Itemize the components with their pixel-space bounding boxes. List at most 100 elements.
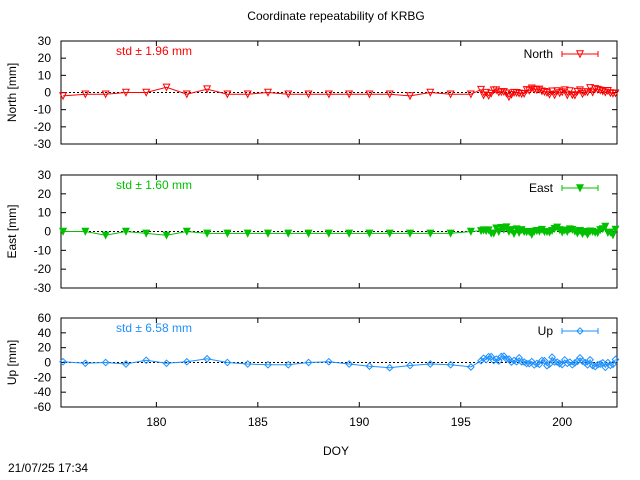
- data-point: [385, 363, 394, 372]
- data-point: [522, 86, 531, 95]
- data-point: [545, 360, 554, 369]
- data-point: [591, 362, 600, 371]
- data-point: [598, 87, 607, 96]
- std-annotation: std ± 6.58 mm: [116, 321, 192, 335]
- data-point: [59, 357, 67, 366]
- data-point: [101, 358, 110, 367]
- x-axis-label: DOY: [323, 444, 349, 458]
- data-point: [576, 327, 584, 335]
- series-markers: [59, 222, 620, 240]
- data-point: [365, 362, 374, 371]
- x-tick-label: 190: [349, 415, 369, 429]
- y-tick-label: 10: [38, 68, 52, 82]
- y-axis-label: East [mm]: [5, 204, 19, 258]
- data-point: [575, 50, 585, 59]
- data-point: [203, 354, 212, 363]
- data-point: [606, 361, 615, 370]
- data-point: [304, 90, 313, 99]
- data-point: [223, 229, 232, 238]
- data-point: [535, 85, 544, 94]
- timestamp: 21/07/25 17:34: [8, 461, 89, 475]
- data-point: [596, 360, 605, 368]
- panel-north: -30 -20 -10 0 10 20 30 North [mm] std ± 1.96 mm N…: [5, 34, 620, 151]
- data-point: [583, 360, 592, 369]
- data-point: [182, 357, 191, 366]
- data-point: [162, 359, 171, 368]
- x-tick-label: 195: [451, 415, 471, 429]
- data-point: [101, 90, 110, 99]
- data-point: [530, 85, 539, 94]
- data-point: [565, 87, 574, 96]
- data-point: [345, 90, 354, 99]
- legend-label: East: [529, 181, 554, 195]
- data-point: [575, 86, 584, 95]
- data-point: [543, 361, 551, 370]
- data-point: [548, 353, 556, 362]
- data-point: [304, 229, 313, 238]
- data-point: [596, 86, 605, 95]
- data-point: [507, 226, 516, 235]
- y-tick-label: 0: [44, 356, 51, 370]
- data-point: [611, 225, 620, 234]
- data-point: [540, 356, 549, 365]
- series-markers: [59, 83, 620, 102]
- y-tick-label: 30: [38, 168, 52, 182]
- data-point: [466, 90, 475, 99]
- data-point: [586, 355, 595, 364]
- data-point: [324, 357, 333, 366]
- data-point: [593, 85, 602, 94]
- data-point: [223, 358, 232, 367]
- data-point: [142, 356, 151, 365]
- y-tick-label: 0: [44, 225, 51, 239]
- data-point: [263, 229, 272, 238]
- data-point: [484, 352, 493, 361]
- data-point: [575, 184, 585, 193]
- data-point: [466, 227, 475, 236]
- data-point: [527, 84, 536, 93]
- std-annotation: std ± 1.96 mm: [116, 44, 192, 58]
- data-point: [81, 359, 90, 368]
- data-point: [284, 90, 293, 99]
- data-point: [570, 91, 579, 100]
- data-point: [101, 231, 110, 240]
- data-point: [570, 358, 579, 367]
- data-point: [203, 229, 212, 238]
- data-point: [502, 354, 511, 363]
- y-axis-label: North [mm]: [5, 63, 19, 122]
- data-point: [142, 88, 151, 97]
- data-point: [497, 352, 506, 361]
- data-point: [555, 359, 564, 368]
- data-point: [512, 89, 521, 98]
- data-point: [162, 231, 171, 240]
- data-point: [304, 358, 313, 367]
- data-point: [563, 359, 572, 368]
- data-point: [121, 227, 130, 236]
- data-point: [324, 90, 333, 99]
- y-tick-label: -10: [34, 103, 52, 117]
- data-point: [583, 88, 592, 97]
- y-tick-label: -40: [34, 385, 52, 399]
- data-point: [284, 229, 293, 238]
- data-point: [532, 359, 541, 368]
- data-point: [446, 90, 455, 99]
- data-point: [510, 229, 519, 238]
- data-point: [563, 91, 572, 100]
- data-point: [553, 87, 562, 96]
- data-point: [324, 229, 333, 238]
- data-point: [487, 89, 496, 98]
- data-point: [560, 86, 569, 95]
- data-point: [81, 90, 90, 99]
- data-point: [142, 229, 151, 238]
- data-point: [446, 229, 455, 238]
- data-point: [537, 87, 546, 96]
- data-point: [601, 222, 610, 231]
- data-point: [606, 89, 615, 98]
- data-point: [550, 358, 559, 366]
- data-point: [550, 91, 559, 100]
- data-point: [446, 360, 455, 369]
- data-point: [426, 88, 435, 97]
- data-point: [162, 83, 171, 92]
- data-point: [568, 360, 577, 369]
- data-point: [426, 229, 435, 238]
